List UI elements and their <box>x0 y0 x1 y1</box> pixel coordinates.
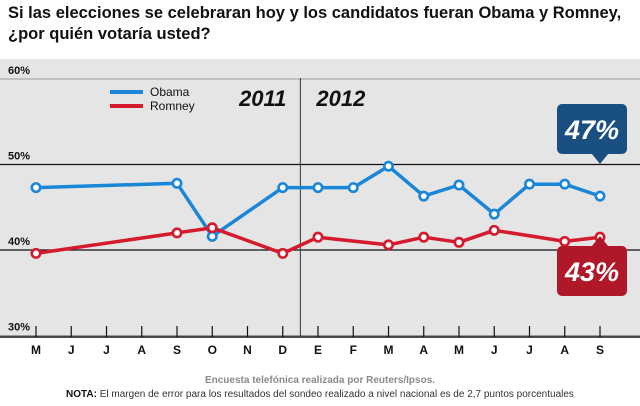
y-tick-label: 30% <box>8 322 30 334</box>
chart-title: Si las elecciones se celebraran hoy y lo… <box>8 4 622 43</box>
note-text: El margen de error para los resultados d… <box>96 389 574 400</box>
data-point-obama <box>382 160 394 172</box>
data-point-romney <box>488 224 500 236</box>
x-tick-label: J <box>68 343 75 357</box>
y-tick-label: 60% <box>8 65 30 77</box>
callout-label-obama: 47% <box>564 115 619 145</box>
note-label: NOTA: <box>66 389 97 400</box>
data-point-romney <box>206 222 218 234</box>
data-point-obama <box>347 182 359 194</box>
data-point-romney <box>382 239 394 251</box>
data-point-romney <box>277 247 289 259</box>
x-tick-label: M <box>31 343 41 357</box>
callout-pointer <box>592 236 608 246</box>
y-tick-label: 40% <box>8 236 30 248</box>
data-point-obama <box>488 208 500 220</box>
x-tick-label: J <box>526 343 533 357</box>
callout-pointer <box>592 154 608 164</box>
data-point-obama <box>453 179 465 191</box>
data-point-romney <box>171 227 183 239</box>
x-tick-label: J <box>103 343 110 357</box>
legend-label-obama: Obama <box>150 85 190 99</box>
x-tick-label: M <box>454 343 464 357</box>
x-tick-label: A <box>137 343 146 357</box>
data-point-obama <box>418 190 430 202</box>
margin-note: NOTA: El margen de error para los result… <box>0 389 640 400</box>
data-point-obama <box>206 230 218 242</box>
x-tick-label: F <box>350 343 357 357</box>
data-point-romney <box>418 231 430 243</box>
data-point-obama <box>277 182 289 194</box>
source-note: Encuesta telefónica realizada por Reuter… <box>204 375 436 386</box>
x-tick-label: A <box>560 343 569 357</box>
data-point-romney <box>30 247 42 259</box>
year-label-2011: 2011 <box>238 86 286 111</box>
data-point-obama <box>30 182 42 194</box>
data-point-obama <box>594 190 606 202</box>
x-tick-label: D <box>278 343 287 357</box>
data-point-obama <box>171 177 183 189</box>
x-tick-label: S <box>173 343 181 357</box>
x-tick-label: N <box>243 343 252 357</box>
data-point-romney <box>559 235 571 247</box>
plot-background <box>0 59 640 337</box>
x-tick-label: J <box>491 343 498 357</box>
data-point-obama <box>523 178 535 190</box>
data-point-romney <box>312 231 324 243</box>
data-point-obama <box>559 178 571 190</box>
x-tick-label: S <box>596 343 604 357</box>
legend-label-romney: Romney <box>150 99 195 113</box>
year-label-2012: 2012 <box>315 86 366 111</box>
callout-box-romney <box>557 246 627 296</box>
x-tick-label: M <box>384 343 394 357</box>
data-point-obama <box>312 182 324 194</box>
x-tick-label: A <box>419 343 428 357</box>
callout-label-romney: 43% <box>564 257 619 287</box>
callout-box-obama <box>557 104 627 154</box>
x-tick-label: E <box>314 343 322 357</box>
y-tick-label: 50% <box>8 151 30 163</box>
x-tick-label: O <box>208 343 217 357</box>
data-point-romney <box>453 236 465 248</box>
